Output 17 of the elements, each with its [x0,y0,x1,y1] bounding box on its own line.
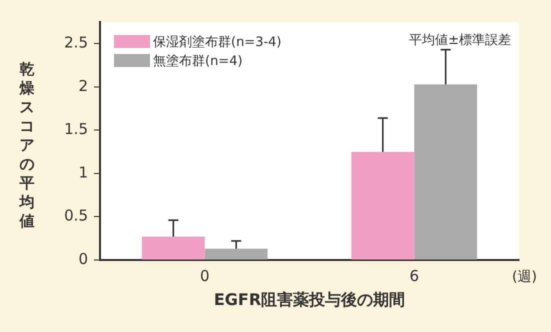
y-tick-label: 2.5 [64,34,88,52]
bar [204,248,268,260]
legend-label: 無塗布群(n=4) [153,52,243,70]
bar [351,152,414,260]
x-tick-label: 6 [409,266,420,285]
y-tick-label: 2 [78,76,88,95]
y-tick-label: 1 [78,163,88,182]
bar [414,84,478,260]
text: 乾燥スコアの平均値 [20,60,34,230]
x-axis-title: EGFR阻害薬投与後の期間 [212,290,406,311]
annotation: 平均値±標準誤差 [409,32,511,49]
y-tick-label: 1.5 [64,120,88,138]
y-tick-label: 0 [78,250,88,268]
legend-label: 保湿剤塗布群(n=3-4) [153,34,282,50]
y-tick-label: 0.5 [64,206,88,225]
bar [142,236,205,260]
text: (週) [512,268,537,286]
